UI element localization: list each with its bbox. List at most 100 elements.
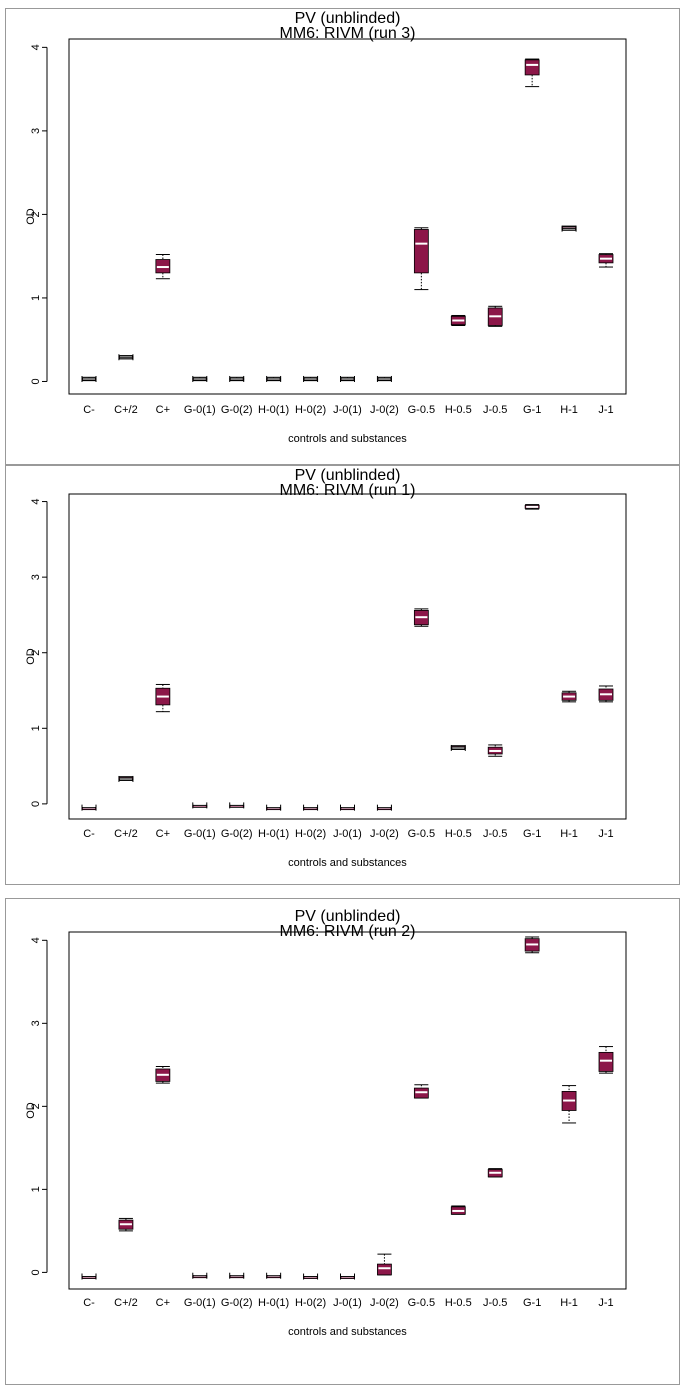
x-tick-label: J-0(2): [370, 1297, 399, 1309]
y-tick-label: 3: [30, 128, 42, 134]
box-g-0-5: [413, 227, 429, 291]
box-h-0-5: [450, 744, 466, 751]
box-j-0-1-: [340, 1273, 355, 1280]
y-tick-label: 4: [30, 44, 42, 50]
y-tick-label: 4: [30, 937, 42, 943]
chart-panel-run-2: PV (unblinded) MM6: RIVM (run 2) 0 1 2 3 4 OD C-…: [5, 898, 680, 1385]
box-j-0-2-: [376, 804, 392, 811]
box-c-: [81, 375, 97, 382]
x-tick-label: G-1: [523, 1297, 541, 1309]
box-c-: [81, 804, 97, 811]
boxplot-run-3: PV (unblinded)MM6: RIVM (run 3) 0 1 2 3 4 OD C-…: [25, 10, 627, 445]
x-tick-label: H-1: [560, 828, 578, 840]
x-tick-label: H-0.5: [445, 404, 472, 416]
box-g-1: [524, 504, 540, 510]
box-h-0-2-: [303, 1273, 319, 1280]
x-tick-label: J-0(1): [333, 1297, 362, 1309]
plot-area: [68, 931, 627, 1290]
box-body: [413, 229, 429, 274]
x-tick-label: C-: [83, 1297, 95, 1309]
x-tick-label: C+: [156, 828, 170, 840]
y-axis-label: OD: [25, 648, 37, 665]
box-h-0-2-: [303, 375, 319, 382]
x-tick-label: H-0.5: [445, 828, 472, 840]
box-g-0-5: [413, 1084, 429, 1099]
x-axis-label: controls and substances: [288, 1326, 407, 1338]
y-tick-label: 2: [30, 650, 42, 656]
box-g-0-2-: [229, 802, 245, 809]
chart-subtitle: MM6: RIVM (run 1): [279, 482, 415, 499]
x-tick-label: H-0(1): [258, 404, 289, 416]
box-j-0-1-: [340, 804, 355, 811]
chart-panel-run-1: PV (unblinded) MM6: RIVM (run 1) 0 1 2 3 4 OD C-…: [5, 465, 680, 885]
chart-title: PV (unblinded): [295, 908, 401, 925]
box-body: [524, 59, 540, 76]
box-j-1: [598, 685, 614, 703]
x-tick-label: G-1: [523, 404, 541, 416]
x-tick-label: H-0(2): [295, 828, 326, 840]
y-tick-label: 2: [30, 1103, 42, 1109]
box-j-0-5: [487, 305, 503, 327]
chart-title: PV (unblinded): [295, 467, 401, 484]
x-tick-label: G-0(1): [184, 1297, 216, 1309]
chart-subtitle: MM6: RIVM (run 3): [279, 25, 415, 42]
box-g-0-1-: [192, 802, 208, 809]
box-g-1: [524, 58, 540, 88]
x-tick-label: H-0(1): [258, 1297, 289, 1309]
x-tick-label: J-1: [598, 828, 613, 840]
box-g-0-2-: [229, 375, 245, 382]
x-tick-label: J-0(2): [370, 828, 399, 840]
x-tick-label: C+/2: [114, 1297, 138, 1309]
x-tick-label: J-0(1): [333, 828, 362, 840]
box-g-1: [524, 936, 540, 954]
box-c-2: [118, 1217, 134, 1232]
boxplot-run-2: PV (unblinded)MM6: RIVM (run 2)01234ODC-…: [25, 908, 627, 1338]
y-tick-label: 1: [30, 725, 42, 731]
x-tick-label: H-0(2): [295, 404, 326, 416]
plot-area: [68, 38, 627, 395]
y-tick-label: 3: [30, 574, 42, 580]
box-h-0-1-: [266, 804, 282, 811]
x-tick-label: C+: [156, 1297, 170, 1309]
x-tick-label: C+: [156, 404, 170, 416]
box-body: [377, 1263, 392, 1276]
y-tick-label: 1: [30, 295, 42, 301]
x-tick-label: J-0(2): [370, 404, 399, 416]
box-j-0-2-: [377, 1253, 392, 1276]
box-g-0-5: [413, 608, 429, 627]
box-j-1: [598, 1046, 614, 1074]
y-tick-label: 0: [30, 378, 42, 384]
x-tick-label: G-0(2): [221, 1297, 253, 1309]
x-tick-label: G-0(1): [184, 404, 216, 416]
x-tick-label: G-1: [523, 828, 541, 840]
box-h-1: [561, 690, 577, 703]
y-tick-label: 2: [30, 211, 42, 217]
box-h-0-5: [450, 314, 466, 327]
y-tick-label: 0: [30, 801, 42, 807]
x-tick-label: G-0.5: [408, 828, 436, 840]
box-g-0-2-: [229, 1272, 245, 1279]
x-tick-label: C-: [83, 404, 95, 416]
y-tick-label: 0: [30, 1269, 42, 1275]
box-c-: [155, 1065, 171, 1084]
x-tick-label: G-0.5: [408, 1297, 436, 1309]
y-tick-label: 4: [30, 498, 42, 504]
x-tick-label: G-0(2): [221, 404, 253, 416]
box-body: [598, 1051, 614, 1072]
box-h-1: [561, 225, 577, 232]
x-tick-label: J-1: [598, 404, 613, 416]
y-axis-label: OD: [25, 208, 37, 225]
x-axis-label: controls and substances: [288, 433, 407, 445]
x-tick-label: J-0.5: [483, 1297, 507, 1309]
box-h-0-5: [450, 1205, 466, 1215]
box-j-0-1-: [340, 375, 355, 382]
x-tick-label: G-0.5: [408, 404, 436, 416]
x-tick-label: J-1: [598, 1297, 613, 1309]
box-c-: [155, 683, 171, 713]
x-tick-label: G-0(1): [184, 828, 216, 840]
x-tick-label: J-0.5: [483, 404, 507, 416]
x-tick-label: H-0(1): [258, 828, 289, 840]
plot-area: [68, 493, 627, 820]
y-tick-label: 3: [30, 1020, 42, 1026]
x-tick-label: H-1: [560, 1297, 578, 1309]
